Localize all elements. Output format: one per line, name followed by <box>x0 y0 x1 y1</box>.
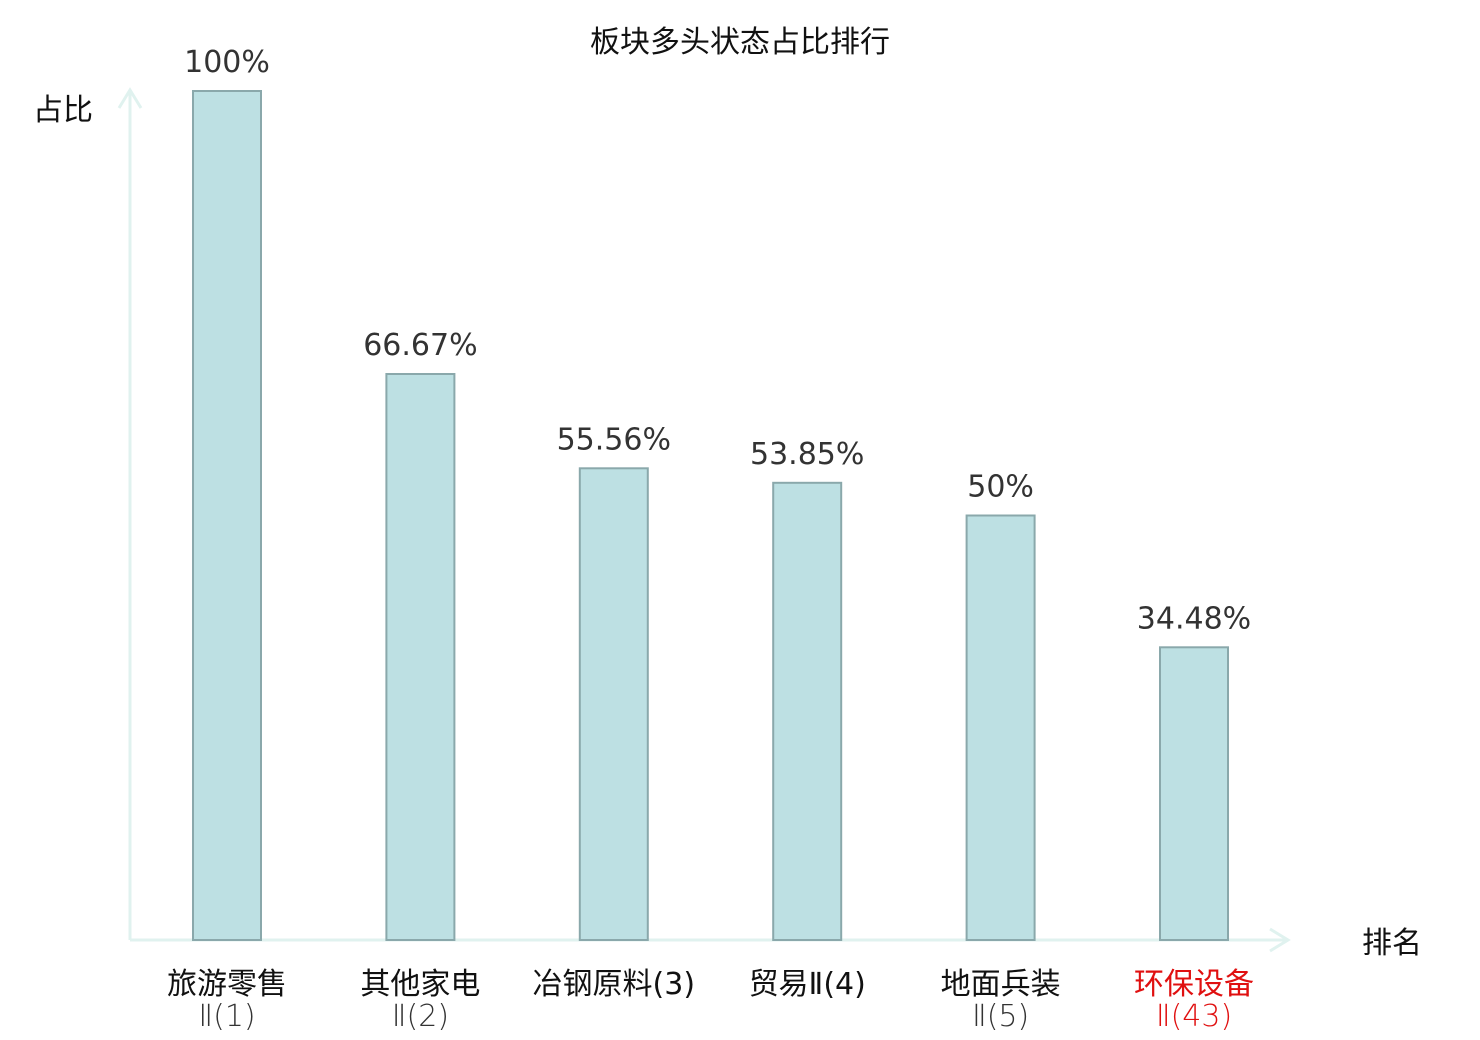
y-axis <box>117 87 143 940</box>
category-label-2: 其他家电 <box>360 967 480 1002</box>
bar-4 <box>772 481 843 941</box>
category-label-3: 冶钢原料(3) <box>533 967 696 1002</box>
y-axis-label: 占比 <box>33 93 93 128</box>
bar-6 <box>1159 646 1229 941</box>
category-label-4: 贸易Ⅱ(4) <box>749 967 866 1002</box>
category-sublabel-1: Ⅱ(1) <box>198 999 255 1034</box>
x-axis-arrow <box>1269 927 1291 953</box>
value-label-2: 66.67% <box>363 328 477 363</box>
x-axis-label: 排名 <box>1362 926 1422 961</box>
category-sublabel-2: Ⅱ(2) <box>392 999 449 1034</box>
bar-5 <box>965 514 1036 941</box>
bar-2 <box>385 373 456 941</box>
category-label-6: 环保设备 <box>1134 967 1254 1002</box>
chart-title: 板块多头状态占比排行 <box>590 25 890 60</box>
bars-group <box>192 90 1229 941</box>
bar-3 <box>578 467 649 941</box>
y-axis-arrow <box>117 87 143 109</box>
value-label-4: 53.85% <box>750 437 864 472</box>
bar-1 <box>192 90 262 941</box>
category-label-5: 地面兵装 <box>941 967 1061 1002</box>
x-axis <box>130 927 1291 953</box>
value-label-5: 50% <box>967 470 1034 505</box>
category-label-1: 旅游零售 <box>167 967 287 1002</box>
category-sublabel-6: Ⅱ(43) <box>1156 999 1232 1034</box>
value-label-1: 100% <box>184 45 270 80</box>
category-sublabel-5: Ⅱ(5) <box>972 999 1029 1034</box>
value-label-6: 34.48% <box>1137 601 1251 636</box>
value-label-3: 55.56% <box>557 422 671 457</box>
